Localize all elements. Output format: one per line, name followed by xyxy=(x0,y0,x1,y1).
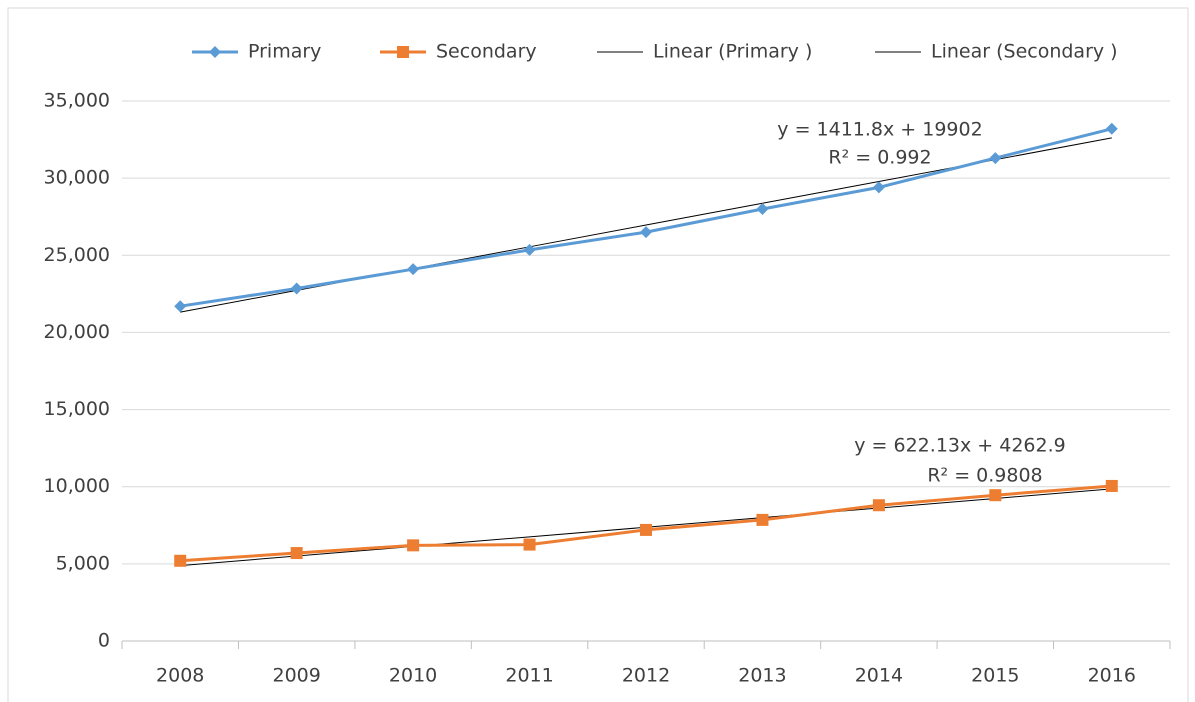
y-tick-label: 20,000 xyxy=(44,321,110,343)
x-tick-label: 2013 xyxy=(738,665,786,687)
data-point xyxy=(174,554,187,567)
legend-label: Primary xyxy=(248,41,321,63)
legend-marker xyxy=(397,46,409,58)
trendline-equation: y = 622.13x + 4262.9 xyxy=(854,435,1065,457)
y-tick-label: 15,000 xyxy=(44,398,110,420)
data-point xyxy=(640,523,652,536)
trendline-equation: R² = 0.992 xyxy=(828,147,931,169)
x-tick-label: 2015 xyxy=(971,665,1019,687)
data-point xyxy=(523,243,536,256)
legend-label: Linear (Primary ) xyxy=(653,41,812,63)
data-point xyxy=(174,300,187,313)
x-tick-label: 2009 xyxy=(272,665,320,687)
data-point xyxy=(989,489,1002,502)
y-tick-label: 0 xyxy=(98,630,110,652)
data-point xyxy=(1105,479,1118,492)
x-tick-label: 2012 xyxy=(622,665,670,687)
y-tick-label: 5,000 xyxy=(56,552,110,574)
data-point xyxy=(290,547,303,560)
x-tick-label: 2014 xyxy=(855,665,903,687)
x-tick-label: 2008 xyxy=(156,665,204,687)
legend-label: Linear (Secondary ) xyxy=(931,41,1118,63)
data-point xyxy=(523,538,536,551)
y-tick-label: 30,000 xyxy=(44,167,110,189)
x-tick-label: 2010 xyxy=(389,665,437,687)
data-point xyxy=(407,263,420,276)
y-tick-label: 25,000 xyxy=(44,244,110,266)
y-tick-label: 10,000 xyxy=(44,475,110,497)
trendline-equation: R² = 0.9808 xyxy=(927,465,1042,487)
x-tick-label: 2016 xyxy=(1088,665,1136,687)
data-point xyxy=(290,282,303,295)
data-point xyxy=(407,539,420,552)
data-point xyxy=(756,513,769,526)
trendline-equation: y = 1411.8x + 19902 xyxy=(777,119,982,141)
data-point xyxy=(756,203,769,215)
data-point xyxy=(989,152,1002,165)
x-tick-label: 2011 xyxy=(505,665,553,687)
data-point xyxy=(872,181,885,194)
data-point xyxy=(872,499,885,512)
data-point xyxy=(640,226,652,239)
y-tick-label: 35,000 xyxy=(44,90,110,112)
data-point xyxy=(1105,122,1118,135)
legend-marker xyxy=(209,46,221,58)
legend-label: Secondary xyxy=(436,41,537,63)
chart-frame xyxy=(7,7,1189,702)
